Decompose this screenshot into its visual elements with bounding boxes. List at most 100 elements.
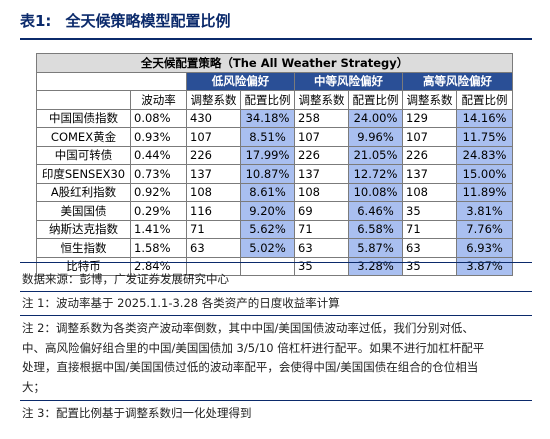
cell-low-adj: 137: [186, 164, 241, 184]
cell-high-adj: 129: [402, 108, 457, 128]
cell-asset-name: 恒生指数: [36, 238, 131, 258]
column-header-vol: 波动率: [130, 90, 187, 110]
cell-mid-adj: 108: [294, 182, 349, 202]
note-2-line-2: 中、高风险偏好组合里的中国/美国国债加 3/5/10 倍杠杆进行配平。如果不进行…: [22, 341, 485, 355]
table-title-row: 全天候配置策略（The All Weather Strategy）: [35, 53, 514, 73]
note-2-line-3: 处理，直接根据中国/美国国债过低的波动率配平，会使得中国/美国国债在组合的仓位相…: [22, 360, 479, 374]
cell-low-adj: 430: [186, 108, 241, 128]
group-header-row: 低风险偏好 中等风险偏好 高等风险偏好: [36, 71, 514, 91]
cell-volatility: 0.93%: [130, 127, 187, 147]
cell-mid-adj: 107: [294, 127, 349, 147]
cell-low-ratio: 17.99%: [240, 145, 295, 165]
table-row: 比特币 2.84% 35 3.28% 35 3.87%: [36, 256, 514, 276]
cell-high-ratio: 11.89%: [455, 182, 514, 202]
cell-low-adj: [186, 256, 241, 276]
cell-asset-name: 纳斯达克指数: [36, 219, 131, 239]
table-row: 中国国债指数 0.08% 430 34.18% 258 24.00% 129 14.16%: [36, 108, 514, 128]
cell-low-ratio: 5.02%: [240, 238, 295, 258]
column-header-high-adj: 调整系数: [402, 90, 457, 110]
cell-low-adj: 107: [186, 127, 241, 147]
cell-high-ratio: 7.76%: [455, 219, 514, 239]
cell-asset-name: COMEX黄金: [36, 127, 131, 147]
note-2-line-4: 大；: [22, 380, 45, 394]
table-row: 印度SENSEX30 0.73% 137 10.87% 137 12.72% 137 15.0…: [36, 164, 514, 184]
cell-mid-adj: 69: [294, 201, 349, 221]
caption-label: 表1:: [20, 12, 52, 30]
cell-low-ratio: 9.20%: [240, 201, 295, 221]
column-header-low-ratio: 配置比例: [240, 90, 295, 110]
cell-volatility: 0.08%: [130, 108, 187, 128]
cell-low-ratio: 34.18%: [240, 108, 295, 128]
cell-volatility: 0.73%: [130, 164, 187, 184]
blank-header-cell: [36, 71, 187, 91]
note-3: 注 3：配置比例基于调整系数归一化处理得到: [22, 406, 252, 420]
column-header-row: 波动率 调整系数 配置比例 调整系数 配置比例 调整系数 配置比例: [36, 90, 514, 110]
cell-high-ratio: 15.00%: [455, 164, 514, 184]
caption-title: 全天候策略模型配置比例: [65, 12, 231, 30]
table-row: 恒生指数 1.58% 63 5.02% 63 5.87% 63 6.93%: [36, 238, 514, 258]
cell-low-ratio: 10.87%: [240, 164, 295, 184]
cell-low-adj: 116: [186, 201, 241, 221]
cell-low-ratio: [240, 256, 295, 276]
cell-asset-name: 印度SENSEX30: [36, 164, 131, 184]
cell-mid-adj: 71: [294, 219, 349, 239]
cell-mid-adj: 258: [294, 108, 349, 128]
cell-volatility: 1.58%: [130, 238, 187, 258]
cell-high-adj: 226: [402, 145, 457, 165]
cell-high-ratio: 6.93%: [455, 238, 514, 258]
table-row: 纳斯达克指数 1.41% 71 5.62% 71 6.58% 71 7.76%: [36, 219, 514, 239]
note-divider: [20, 315, 532, 316]
note-1: 注 1：波动率基于 2025.1.1-3.28 各类资产的日度收益率计算: [22, 296, 340, 310]
cell-low-ratio: 5.62%: [240, 219, 295, 239]
cell-mid-ratio: 5.87%: [348, 238, 403, 258]
note-source: 数据来源：彭博，广发证券发展研究中心: [22, 272, 229, 286]
group-header-high: 高等风险偏好: [401, 71, 514, 91]
note-2-line-1: 注 2：调整系数为各类资产波动率倒数，其中中国/美国国债波动率过低，我们分别对低…: [22, 321, 474, 335]
cell-low-ratio: 8.61%: [240, 182, 295, 202]
cell-mid-ratio: 24.00%: [348, 108, 403, 128]
cell-mid-adj: 226: [294, 145, 349, 165]
cell-volatility: 0.92%: [130, 182, 187, 202]
table-row: A股红利指数 0.92% 108 8.61% 108 10.08% 108 11.89%: [36, 182, 514, 202]
cell-mid-ratio: 10.08%: [348, 182, 403, 202]
column-header-asset: [36, 90, 131, 110]
cell-asset-name: 美国国债: [36, 201, 131, 221]
cell-high-adj: 108: [402, 182, 457, 202]
cell-asset-name: 中国可转债: [36, 145, 131, 165]
column-header-mid-ratio: 配置比例: [348, 90, 403, 110]
table-caption: 表1: 全天候策略模型配置比例: [20, 6, 530, 36]
table-row: 中国可转债 0.44% 226 17.99% 226 21.05% 226 24.83%: [36, 145, 514, 165]
cell-high-adj: 107: [402, 127, 457, 147]
cell-mid-adj: 63: [294, 238, 349, 258]
cell-volatility: 1.41%: [130, 219, 187, 239]
cell-high-ratio: 24.83%: [455, 145, 514, 165]
cell-mid-ratio: 21.05%: [348, 145, 403, 165]
note-divider: [20, 291, 532, 292]
cell-mid-adj: 35: [294, 256, 349, 276]
cell-asset-name: 中国国债指数: [36, 108, 131, 128]
cell-high-ratio: 3.81%: [455, 201, 514, 221]
cell-volatility: 0.44%: [130, 145, 187, 165]
column-header-high-ratio: 配置比例: [455, 90, 514, 110]
group-header-mid: 中等风险偏好: [294, 71, 403, 91]
table-title: 全天候配置策略（The All Weather Strategy）: [35, 53, 514, 73]
cell-low-adj: 108: [186, 182, 241, 202]
cell-high-ratio: 11.75%: [455, 127, 514, 147]
note-divider: [20, 400, 532, 401]
cell-high-ratio: 14.16%: [455, 108, 514, 128]
cell-high-adj: 63: [402, 238, 457, 258]
cell-low-adj: 226: [186, 145, 241, 165]
cell-mid-ratio: 6.46%: [348, 201, 403, 221]
group-header-low: 低风险偏好: [186, 71, 295, 91]
table-row: 美国国债 0.29% 116 9.20% 69 6.46% 35 3.81%: [36, 201, 514, 221]
cell-mid-ratio: 12.72%: [348, 164, 403, 184]
cell-mid-adj: 137: [294, 164, 349, 184]
table-row: COMEX黄金 0.93% 107 8.51% 107 9.96% 107 11.75%: [36, 127, 514, 147]
cell-high-adj: 137: [402, 164, 457, 184]
cell-low-adj: 63: [186, 238, 241, 258]
allocation-table: 全天候配置策略（The All Weather Strategy） 低风险偏好 …: [35, 53, 514, 276]
caption-rule: [20, 38, 532, 40]
column-header-low-adj: 调整系数: [186, 90, 241, 110]
column-header-mid-adj: 调整系数: [294, 90, 349, 110]
cell-asset-name: A股红利指数: [36, 182, 131, 202]
